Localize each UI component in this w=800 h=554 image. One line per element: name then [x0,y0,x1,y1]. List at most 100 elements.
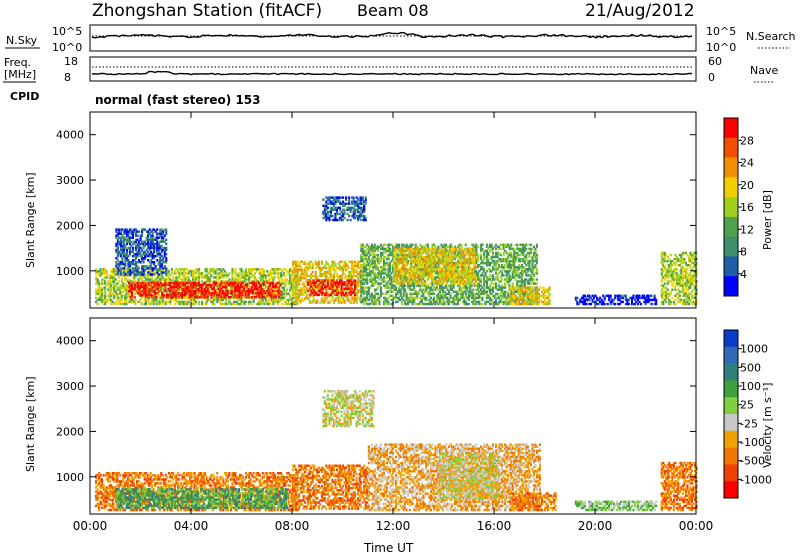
data-cell [464,292,467,296]
data-cell [179,300,183,304]
data-cell [396,243,399,247]
data-cell [302,281,305,284]
data-cell [420,255,423,259]
data-cell [475,296,478,300]
data-cell [308,262,311,266]
data-cell [384,280,387,283]
data-cell [422,284,425,287]
data-cell [405,249,408,253]
data-cell [369,270,372,273]
data-cell [501,259,504,263]
data-cell [387,257,390,261]
data-cell [95,278,98,281]
data-cell [218,291,221,295]
data-cell [279,289,282,293]
data-cell [339,260,342,264]
data-cell [199,285,202,289]
data-cell [505,272,508,275]
data-cell [439,298,442,302]
data-cell [253,283,256,287]
data-cell [99,270,102,273]
data-cell [408,296,411,300]
data-cell [531,302,534,306]
data-cell [405,268,408,271]
data-cell [369,266,372,269]
data-cell [528,280,531,283]
data-cell [210,274,213,277]
data-cell [417,280,420,283]
data-cell [250,287,253,291]
data-cell [201,300,204,304]
data-cell [349,274,352,278]
data-cell [302,262,305,266]
data-cell [440,274,443,277]
data-cell [183,293,187,297]
data-cell [171,296,174,299]
data-cell [155,281,158,285]
data-cell [375,268,378,271]
data-cell [427,272,430,275]
data-cell [340,266,343,270]
data-cell [382,261,386,265]
data-cell [485,282,489,285]
data-cell [222,272,225,275]
data-cell [502,257,505,261]
data-cell [203,293,206,297]
data-cell [125,284,128,287]
data-cell [144,281,147,285]
data-cell [436,274,440,277]
data-cell [449,292,452,296]
data-cell [194,289,197,293]
data-cell [467,290,470,293]
data-cell [507,276,510,279]
data-cell [174,283,177,287]
data-cell [479,274,483,277]
data-cell [171,281,174,285]
data-cell [205,289,208,293]
data-cell [148,278,151,281]
data-cell [379,290,383,293]
data-cell [409,259,412,263]
data-cell [345,285,348,288]
data-cell [176,291,179,295]
data-cell [412,257,415,261]
data-cell [160,290,163,293]
data-cell [363,261,366,265]
data-cell [425,288,428,291]
data-cell [526,282,529,285]
data-cell [292,262,295,266]
data-cell [339,264,342,268]
data-cell [177,285,181,289]
data-cell [420,276,423,279]
data-cell [481,247,484,251]
data-cell [198,270,201,273]
data-cell [413,292,416,296]
data-cell [409,272,412,275]
data-cell [426,253,429,257]
data-cell [193,289,196,293]
data-cell [399,261,402,265]
data-cell [414,274,417,277]
data-cell [452,290,455,293]
data-cell [428,298,431,302]
data-cell [375,292,378,296]
data-cell [366,274,369,277]
data-cell [366,280,369,283]
data-cell [349,283,352,286]
data-cell [375,257,378,261]
data-cell [510,259,513,263]
data-cell [372,247,375,251]
data-cell [267,296,270,300]
data-cell [531,270,534,273]
data-cell [241,291,244,295]
data-cell [407,298,410,302]
data-cell [240,298,243,302]
data-cell [116,302,119,306]
data-cell [502,247,505,251]
data-cell [96,292,99,296]
nave-label: Nave [750,64,778,77]
data-cell [295,292,298,296]
data-cell [429,255,432,259]
data-cell [342,297,345,300]
data-cell [399,255,402,259]
